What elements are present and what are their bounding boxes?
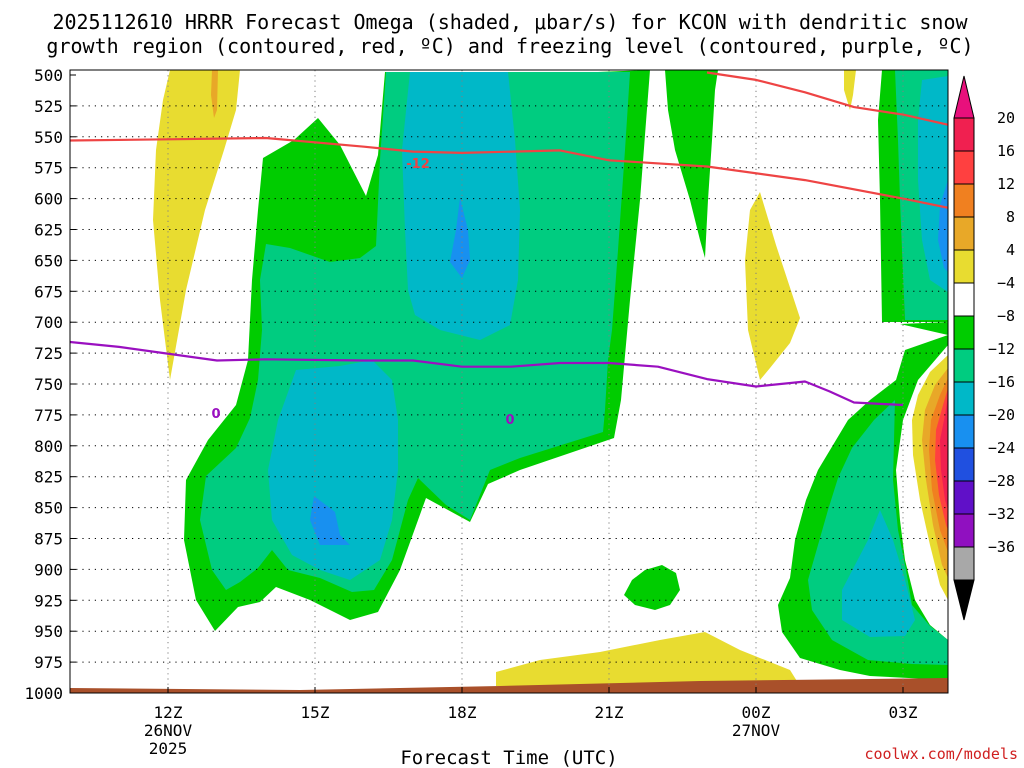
- omega-positive-patch-mid-right: [745, 192, 800, 380]
- x-tick-year: 2025: [149, 739, 188, 758]
- omega-positive-patch-top-right: [844, 70, 856, 110]
- y-tick-label: 950: [34, 622, 63, 641]
- credit-text: coolwx.com/models: [864, 745, 1018, 763]
- colorbar-bottom-arrow: [953, 579, 975, 621]
- y-tick-label: 550: [34, 128, 63, 147]
- y-tick-label: 1000: [24, 684, 63, 703]
- y-tick-label: 825: [34, 468, 63, 487]
- colorbar-swatch: [953, 249, 975, 284]
- y-tick-label: 975: [34, 653, 63, 672]
- omega-positive-patch-upper-left: [153, 70, 240, 380]
- colorbar-tick-label: −32: [988, 505, 1015, 523]
- omega-negative-green-blob-south: [624, 565, 680, 610]
- y-tick-label: 600: [34, 190, 63, 209]
- colorbar-tick-label: −8: [997, 307, 1015, 325]
- colorbar-swatch: [953, 348, 975, 383]
- colorbar-tick-label: −12: [988, 340, 1015, 358]
- colorbar-swatch: [953, 282, 975, 317]
- omega-negative-blue-upper: [450, 198, 470, 278]
- omega-negative-green-strip-north: [665, 70, 718, 258]
- x-tick-label: 12Z: [154, 703, 183, 722]
- plot-frame: [69, 69, 949, 694]
- colorbar-swatch: [953, 546, 975, 581]
- colorbar-swatch: [953, 150, 975, 185]
- y-axis: 500 525 550 575 600 625 650 675 700 725 750 775 800 8…: [24, 66, 76, 703]
- colorbar-swatch: [953, 480, 975, 515]
- omega-negative-blue-lower: [310, 496, 350, 545]
- colorbar-tick-label: 4: [1006, 241, 1015, 259]
- colorbar-tick-label: −28: [988, 472, 1015, 490]
- y-tick-label: 900: [34, 560, 63, 579]
- ground-surface: [70, 678, 948, 693]
- omega-negative-blue-east: [938, 180, 948, 272]
- colorbar: 20 16 12 8 4 −4 −8 −12 −16 −20 −24 −28 −32 −36: [953, 75, 1015, 621]
- colorbar-swatch: [953, 117, 975, 152]
- omega-positive-patch-bottom: [496, 632, 800, 688]
- y-tick-label: 775: [34, 406, 63, 425]
- y-tick-label: 700: [34, 313, 63, 332]
- y-tick-label: 575: [34, 159, 63, 178]
- y-tick-label: 625: [34, 221, 63, 240]
- dgz-contour-label: -12: [406, 157, 430, 172]
- dgz-contour-line: [70, 136, 948, 209]
- y-tick-label: 850: [34, 499, 63, 518]
- dgz-contour-line: [706, 71, 948, 126]
- colorbar-swatch: [953, 447, 975, 482]
- x-tick-label: 00Z: [742, 703, 771, 722]
- x-tick-label: 15Z: [301, 703, 330, 722]
- colorbar-tick-label: 16: [997, 142, 1015, 160]
- freezing-level-line: [70, 340, 904, 407]
- colorbar-tick-label: −16: [988, 373, 1015, 391]
- x-tick-label: 03Z: [889, 703, 918, 722]
- colorbar-swatch: [953, 513, 975, 548]
- gridlines: [70, 70, 948, 693]
- y-tick-label: 500: [34, 66, 63, 85]
- colorbar-tick-label: −20: [988, 406, 1015, 424]
- colorbar-swatch: [953, 381, 975, 416]
- colorbar-tick-label: 20: [997, 109, 1015, 127]
- plot-area: -12 0 0: [70, 70, 948, 693]
- chart-title-line-2: growth region (contoured, red, ºC) and f…: [46, 34, 973, 58]
- colorbar-swatch: [953, 183, 975, 218]
- omega-positive-east-20: [940, 395, 948, 510]
- freezing-level-label: 0: [505, 413, 514, 428]
- contour-lines: -12 0 0: [70, 71, 948, 428]
- colorbar-swatch: [953, 216, 975, 251]
- y-tick-label: 875: [34, 530, 63, 549]
- freezing-level-label: 0: [211, 407, 220, 422]
- x-tick-date: 26NOV: [144, 721, 193, 740]
- y-tick-label: 650: [34, 251, 63, 270]
- y-tick-label: 525: [34, 97, 63, 116]
- x-tick-date: 27NOV: [732, 721, 781, 740]
- y-tick-label: 750: [34, 375, 63, 394]
- omega-negative-cyan-east-lower: [842, 510, 915, 637]
- chart-title-line-1: 2025112610 HRRR Forecast Omega (shaded, …: [52, 10, 968, 34]
- y-tick-label: 675: [34, 282, 63, 301]
- x-axis-title: Forecast Time (UTC): [400, 747, 617, 768]
- colorbar-tick-label: −4: [997, 274, 1015, 292]
- colorbar-tick-label: −24: [988, 439, 1015, 457]
- y-tick-label: 925: [34, 591, 63, 610]
- y-tick-label: 800: [34, 437, 63, 456]
- colorbar-top-arrow: [953, 75, 975, 119]
- colorbar-tick-label: −36: [988, 538, 1015, 556]
- colorbar-swatch: [953, 414, 975, 449]
- x-tick-label: 21Z: [595, 703, 624, 722]
- colorbar-swatch: [953, 315, 975, 350]
- x-tick-label: 18Z: [448, 703, 477, 722]
- colorbar-tick-label: 8: [1006, 208, 1015, 226]
- colorbar-tick-label: 12: [997, 175, 1015, 193]
- y-tick-label: 725: [34, 344, 63, 363]
